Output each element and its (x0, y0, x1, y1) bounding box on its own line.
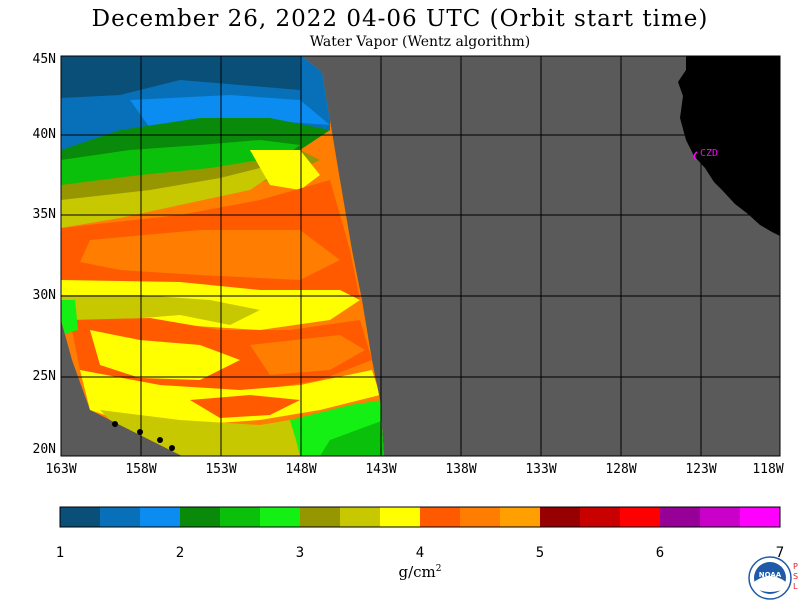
rain-flag (137, 429, 143, 435)
colorbar-tick: 4 (415, 545, 425, 561)
units-exponent: 2 (435, 564, 442, 574)
logo-text: NOAA (759, 571, 782, 579)
logo-side-text: PSL (793, 562, 799, 591)
colorbar-swatch (220, 507, 261, 527)
colorbar-swatch (180, 507, 221, 527)
colorbar-swatch (540, 507, 581, 527)
colorbar-swatch (740, 507, 781, 527)
noaa-logo-icon: NOAA (748, 556, 792, 600)
lon-label: 133W (525, 462, 557, 477)
lon-label: 138W (445, 462, 477, 477)
land-area (678, 56, 780, 236)
colorbar-swatch (60, 507, 101, 527)
lat-label: 45N (32, 52, 56, 67)
page-subtitle: Water Vapor (Wentz algorithm) (309, 34, 531, 50)
colorbar-tick: 7 (775, 545, 785, 561)
lon-label: 118W (752, 462, 784, 477)
colorbar (60, 507, 781, 527)
colorbar-swatch (300, 507, 341, 527)
colorbar-swatch (100, 507, 141, 527)
lon-label: 128W (605, 462, 637, 477)
colorbar-swatch (460, 507, 501, 527)
colorbar-swatch (140, 507, 181, 527)
rain-flag (157, 437, 163, 443)
colorbar-units: g/cm2 (380, 563, 460, 581)
colorbar-tick: 2 (175, 545, 185, 561)
lat-label: 20N (32, 442, 56, 457)
lon-label: 148W (285, 462, 317, 477)
lat-label: 25N (32, 369, 56, 384)
colorbar-tick: 3 (295, 545, 305, 561)
lon-label: 123W (685, 462, 717, 477)
station-label: CZD (700, 148, 718, 159)
rain-flag (169, 445, 175, 451)
colorbar-swatch (260, 507, 301, 527)
lon-label: 163W (45, 462, 77, 477)
lon-label: 153W (205, 462, 237, 477)
colorbar-swatch (620, 507, 661, 527)
colorbar-swatch (660, 507, 701, 527)
rain-flag (112, 421, 118, 427)
colorbar-tick: 5 (535, 545, 545, 561)
colorbar-swatch (700, 507, 741, 527)
units-text: g/cm (398, 563, 436, 581)
lat-label: 40N (32, 127, 56, 142)
colorbar-swatch (500, 507, 541, 527)
page-title: December 26, 2022 04-06 UTC (Orbit start… (91, 6, 709, 32)
lon-label: 143W (365, 462, 397, 477)
colorbar-swatch (580, 507, 621, 527)
colorbar-frame (59, 506, 781, 528)
colorbar-tick: 1 (55, 545, 65, 561)
colorbar-swatch (340, 507, 381, 527)
station-marker (693, 151, 698, 161)
graticule (61, 56, 780, 456)
colorbar-swatch (420, 507, 461, 527)
map-frame (60, 55, 781, 457)
colorbar-swatch (380, 507, 421, 527)
lat-label: 35N (32, 207, 56, 222)
colorbar-tick: 6 (655, 545, 665, 561)
lon-label: 158W (125, 462, 157, 477)
swath-layer (61, 56, 780, 456)
lat-label: 30N (32, 288, 56, 303)
